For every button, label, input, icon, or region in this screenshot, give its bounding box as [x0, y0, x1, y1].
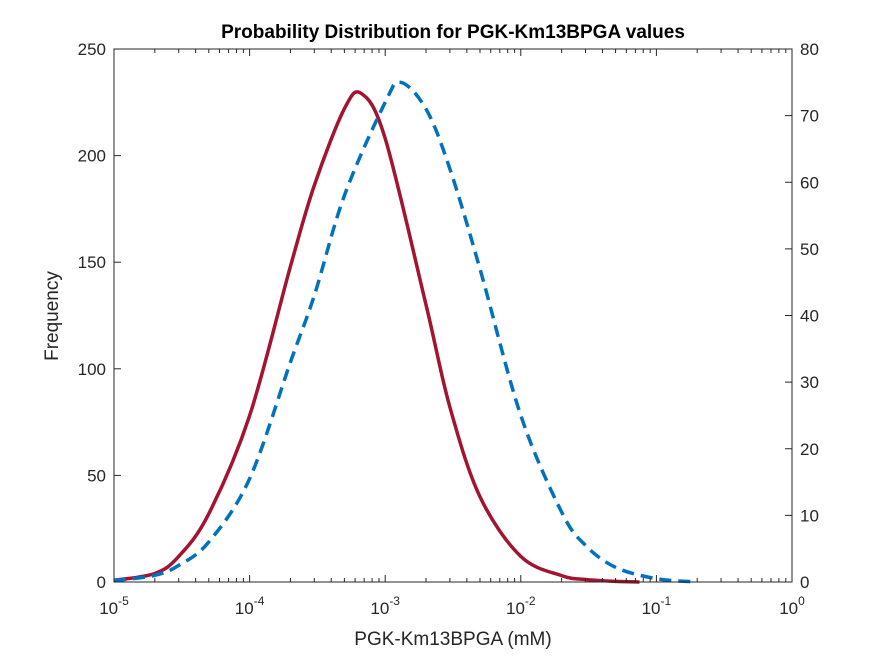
x-tick-label: 10-5 [99, 594, 129, 618]
x-axis-title: PGK-Km13BPGA (mM) [354, 629, 551, 650]
series-layer [113, 80, 698, 584]
ticks-layer [113, 48, 793, 583]
y-left-tick-label: 100 [78, 360, 106, 379]
x-tick-label: 10-4 [235, 594, 265, 618]
y-right-tick-label: 60 [800, 173, 819, 192]
x-tick-label: 100 [779, 594, 805, 618]
y-left-tick-label: 50 [87, 466, 106, 485]
y-right-tick-label: 40 [800, 307, 819, 326]
x-tick-label: 10-1 [642, 594, 672, 618]
y-left-tick-label: 150 [78, 253, 106, 272]
y-right-tick-label: 50 [800, 240, 819, 259]
y-left-tick-label: 250 [78, 40, 106, 59]
y-right-tick-label: 80 [800, 40, 819, 59]
x-tick-label: 10-3 [370, 594, 400, 618]
plot-area [114, 49, 792, 582]
chart-title: Probability Distribution for PGK-Km13BPG… [221, 22, 685, 43]
y-axis-title: Frequency [42, 271, 63, 361]
y-left-tick-label: 0 [97, 573, 106, 592]
solid-series-line [113, 90, 640, 584]
y-right-tick-label: 30 [800, 373, 819, 392]
y-right-tick-label: 0 [800, 573, 809, 592]
x-tick-label: 10-2 [506, 594, 536, 618]
y-left-tick-label: 200 [78, 147, 106, 166]
dashed-series-line [113, 80, 698, 584]
labels-layer: 10-5 10-4 10-3 10-2 10-1 100 0 50 100 150 200 250 0 1… [78, 40, 819, 618]
y-right-tick-label: 10 [800, 506, 819, 525]
y-right-tick-label: 20 [800, 440, 819, 459]
y-right-tick-label: 70 [800, 107, 819, 126]
